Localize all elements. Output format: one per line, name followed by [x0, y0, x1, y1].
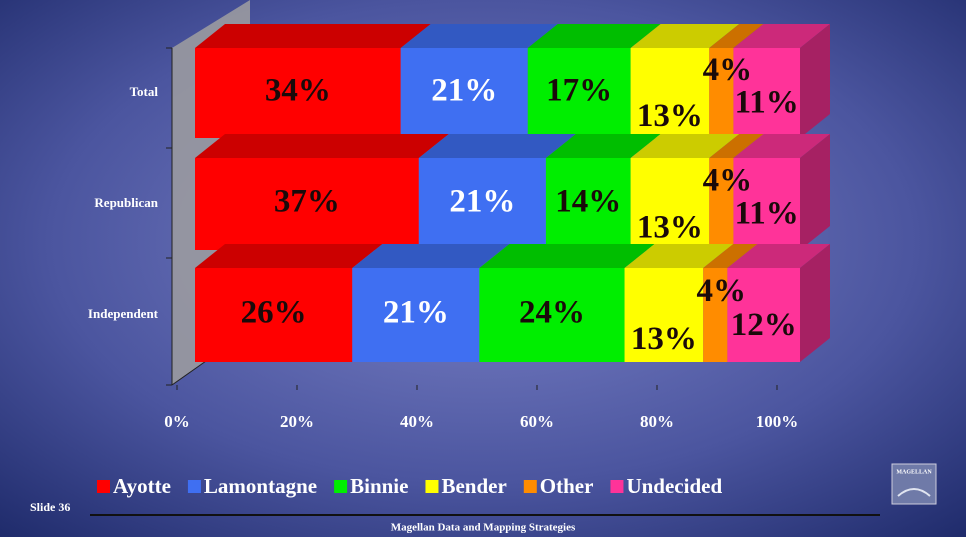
- bar: [400, 48, 528, 138]
- bar-top: [352, 244, 510, 268]
- logo-text: MAGELLAN: [896, 469, 932, 475]
- bar-top: [630, 24, 740, 48]
- value-label: 4%: [703, 162, 753, 198]
- category-label: Total: [130, 84, 159, 99]
- bar: [630, 158, 710, 250]
- logo-icon: [897, 488, 931, 497]
- value-label: 21%: [383, 295, 449, 331]
- bar-top: [624, 244, 734, 268]
- logo: [891, 463, 937, 505]
- bar-top: [630, 134, 740, 158]
- bar-top: [703, 244, 758, 268]
- bar: [195, 48, 401, 138]
- legend-label: Binnie: [350, 474, 408, 498]
- bar-top: [195, 244, 383, 268]
- legend-label: Undecided: [626, 474, 722, 498]
- legend-swatch: [187, 480, 201, 493]
- legend-label: Other: [540, 474, 594, 498]
- bar-top: [727, 244, 830, 268]
- value-label: 26%: [241, 295, 307, 331]
- bar: [733, 48, 800, 138]
- bar: [624, 268, 704, 362]
- value-label: 11%: [735, 84, 799, 120]
- slide-number: Slide 36: [30, 500, 70, 514]
- bar-top: [733, 134, 830, 158]
- legend-swatch: [425, 480, 439, 493]
- x-tick-label: 100%: [756, 412, 799, 431]
- bar-top: [527, 24, 661, 48]
- legend-swatch: [523, 480, 537, 493]
- bar: [195, 268, 353, 362]
- value-label: 21%: [431, 73, 497, 109]
- value-label: 13%: [637, 98, 703, 134]
- bar: [727, 268, 800, 362]
- bar: [733, 158, 800, 250]
- bar-top: [400, 24, 558, 48]
- value-label: 34%: [265, 73, 331, 109]
- bar: [545, 158, 631, 250]
- value-label: 21%: [449, 184, 515, 220]
- footer: Magellan Data and Mapping Strategies: [391, 522, 576, 534]
- bar-side: [800, 134, 830, 250]
- bar-top: [418, 134, 576, 158]
- bar: [709, 158, 734, 250]
- bar: [527, 48, 631, 138]
- legend-label: Ayotte: [113, 474, 171, 498]
- bar-side: [800, 244, 830, 362]
- category-label: Republican: [94, 195, 158, 210]
- legend-label: Bender: [441, 474, 506, 498]
- legend-swatch: [610, 480, 624, 493]
- bar-top: [195, 24, 431, 48]
- bar: [630, 48, 710, 138]
- bar: [352, 268, 480, 362]
- x-tick-label: 40%: [400, 412, 434, 431]
- bar-top: [545, 134, 661, 158]
- bar-top: [709, 24, 764, 48]
- value-label: 13%: [637, 209, 703, 245]
- x-tick-label: 60%: [520, 412, 554, 431]
- value-label: 13%: [631, 321, 697, 357]
- bar-top: [195, 134, 449, 158]
- bar: [479, 268, 625, 362]
- value-label: 14%: [555, 184, 621, 220]
- category-label: Independent: [88, 306, 159, 321]
- bar: [709, 48, 734, 138]
- legend-swatch: [97, 480, 110, 493]
- value-label: 12%: [731, 307, 797, 343]
- bar-side: [800, 24, 830, 138]
- bar: [195, 158, 419, 250]
- value-label: 11%: [735, 196, 799, 232]
- bar-top: [709, 134, 764, 158]
- x-tick-label: 0%: [164, 412, 190, 431]
- legend-label: Lamontagne: [204, 474, 317, 498]
- value-label: 37%: [274, 184, 340, 220]
- x-tick-label: 80%: [640, 412, 674, 431]
- bar: [703, 268, 728, 362]
- value-label: 24%: [519, 295, 585, 331]
- value-label: 4%: [703, 52, 753, 88]
- bar-top: [479, 244, 655, 268]
- bar: [418, 158, 546, 250]
- legend-swatch: [334, 480, 348, 493]
- value-label: 4%: [697, 273, 747, 309]
- bar-top: [733, 24, 830, 48]
- value-label: 17%: [546, 73, 612, 109]
- x-tick-label: 20%: [280, 412, 314, 431]
